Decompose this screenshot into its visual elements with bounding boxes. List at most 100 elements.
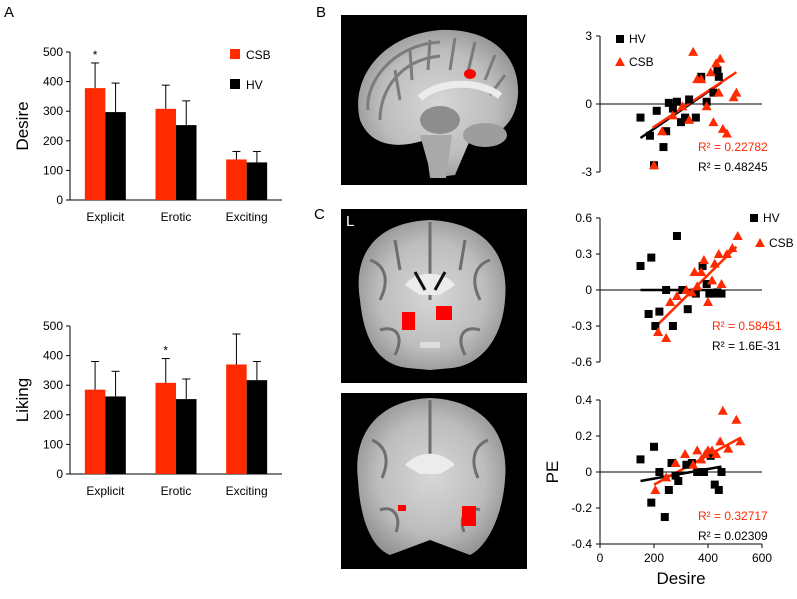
data-point xyxy=(717,289,726,298)
data-point xyxy=(696,74,707,84)
data-point xyxy=(709,88,718,97)
y-tick-label: 500 xyxy=(43,319,63,333)
data-point xyxy=(647,253,656,262)
data-point xyxy=(665,297,676,306)
significance-star: * xyxy=(93,48,98,62)
bar xyxy=(155,108,176,200)
data-point xyxy=(650,485,661,494)
data-point xyxy=(692,281,703,291)
data-point xyxy=(674,477,683,485)
data-point xyxy=(655,307,664,316)
data-point xyxy=(705,289,714,298)
data-point xyxy=(662,127,671,136)
bar xyxy=(246,380,268,474)
data-point xyxy=(672,232,681,240)
y-tick-label: 300 xyxy=(43,104,63,118)
data-point xyxy=(703,297,713,306)
coronal-brain-slice-bottom xyxy=(341,393,527,569)
data-point xyxy=(708,117,719,127)
coronal-brain-slice-top: L xyxy=(341,209,527,383)
data-point xyxy=(647,498,656,507)
y-tick-label: 0.2 xyxy=(575,429,592,443)
scatter-c1: -0.6 -0.3 0 0.3 0.6 HV CSB R² = 0.58451 R² = 1.6… xyxy=(571,211,793,369)
bar xyxy=(176,125,197,200)
y-tick-label: 0.4 xyxy=(575,393,592,407)
data-point xyxy=(714,486,723,494)
category-label: Erotic xyxy=(161,210,192,224)
category-label: Explicit xyxy=(86,210,125,224)
data-point xyxy=(685,95,694,104)
data-point xyxy=(698,262,707,270)
data-point xyxy=(661,472,672,482)
data-point xyxy=(701,101,712,111)
data-point xyxy=(683,305,692,314)
data-point xyxy=(662,286,671,294)
fit-line xyxy=(651,71,738,129)
data-point xyxy=(650,442,658,451)
data-point xyxy=(721,249,732,258)
bar xyxy=(84,389,106,474)
activation-blob xyxy=(464,69,476,79)
legend-marker xyxy=(616,35,624,43)
data-point xyxy=(652,106,661,115)
y-tick-label: -3 xyxy=(581,165,592,179)
category-label: Exciting xyxy=(226,484,268,498)
category-label: Erotic xyxy=(161,484,192,498)
data-point xyxy=(670,458,681,467)
data-point xyxy=(716,279,727,288)
legend-swatch xyxy=(230,79,240,89)
y-tick-label: 100 xyxy=(43,163,63,177)
data-point xyxy=(691,113,700,122)
y-tick-label: 200 xyxy=(43,134,63,148)
r-squared-label: R² = 0.02309 xyxy=(698,529,768,543)
data-point xyxy=(696,454,707,464)
y-tick-label: 0.3 xyxy=(575,247,592,261)
bar xyxy=(105,112,126,200)
category-label: Explicit xyxy=(86,484,125,498)
legend-label: CSB xyxy=(769,236,794,250)
data-point xyxy=(668,104,677,113)
data-point xyxy=(693,468,702,476)
x-tick-label: 400 xyxy=(698,551,718,565)
data-point xyxy=(672,97,681,106)
data-point xyxy=(709,258,720,268)
data-point xyxy=(644,310,653,318)
y-tick-label: 100 xyxy=(43,437,63,451)
data-point xyxy=(709,289,718,298)
activation-blob xyxy=(436,306,452,320)
data-point xyxy=(698,255,709,264)
data-point xyxy=(727,243,738,252)
data-point xyxy=(660,513,669,521)
data-point xyxy=(715,53,726,63)
data-point xyxy=(713,288,722,297)
x-tick-label: 0 xyxy=(597,551,604,565)
data-point xyxy=(711,449,722,458)
data-point xyxy=(706,451,715,460)
data-point xyxy=(682,460,691,469)
data-point xyxy=(711,58,722,68)
y-tick-label: -0.4 xyxy=(571,537,592,551)
data-point xyxy=(717,123,728,133)
y-tick-label: 0 xyxy=(56,467,63,481)
data-point xyxy=(731,87,742,97)
data-point xyxy=(735,436,746,446)
activation-blob xyxy=(402,312,415,330)
data-point xyxy=(713,249,724,258)
data-point xyxy=(655,468,664,476)
legend-label: HV xyxy=(246,78,263,92)
y-axis-label: PE xyxy=(543,461,562,484)
bar xyxy=(176,399,197,474)
data-point xyxy=(692,445,703,455)
y-tick-label: 400 xyxy=(43,349,63,363)
data-point xyxy=(684,114,695,124)
data-point xyxy=(667,110,678,120)
data-point xyxy=(645,131,654,140)
data-point xyxy=(680,449,691,458)
significance-star: * xyxy=(163,344,168,358)
r-squared-label: R² = 0.32717 xyxy=(698,509,768,523)
data-point xyxy=(731,414,742,424)
y-tick-label: -0.6 xyxy=(571,355,592,369)
data-point xyxy=(651,322,660,330)
y-tick-label: 0.6 xyxy=(575,211,592,225)
